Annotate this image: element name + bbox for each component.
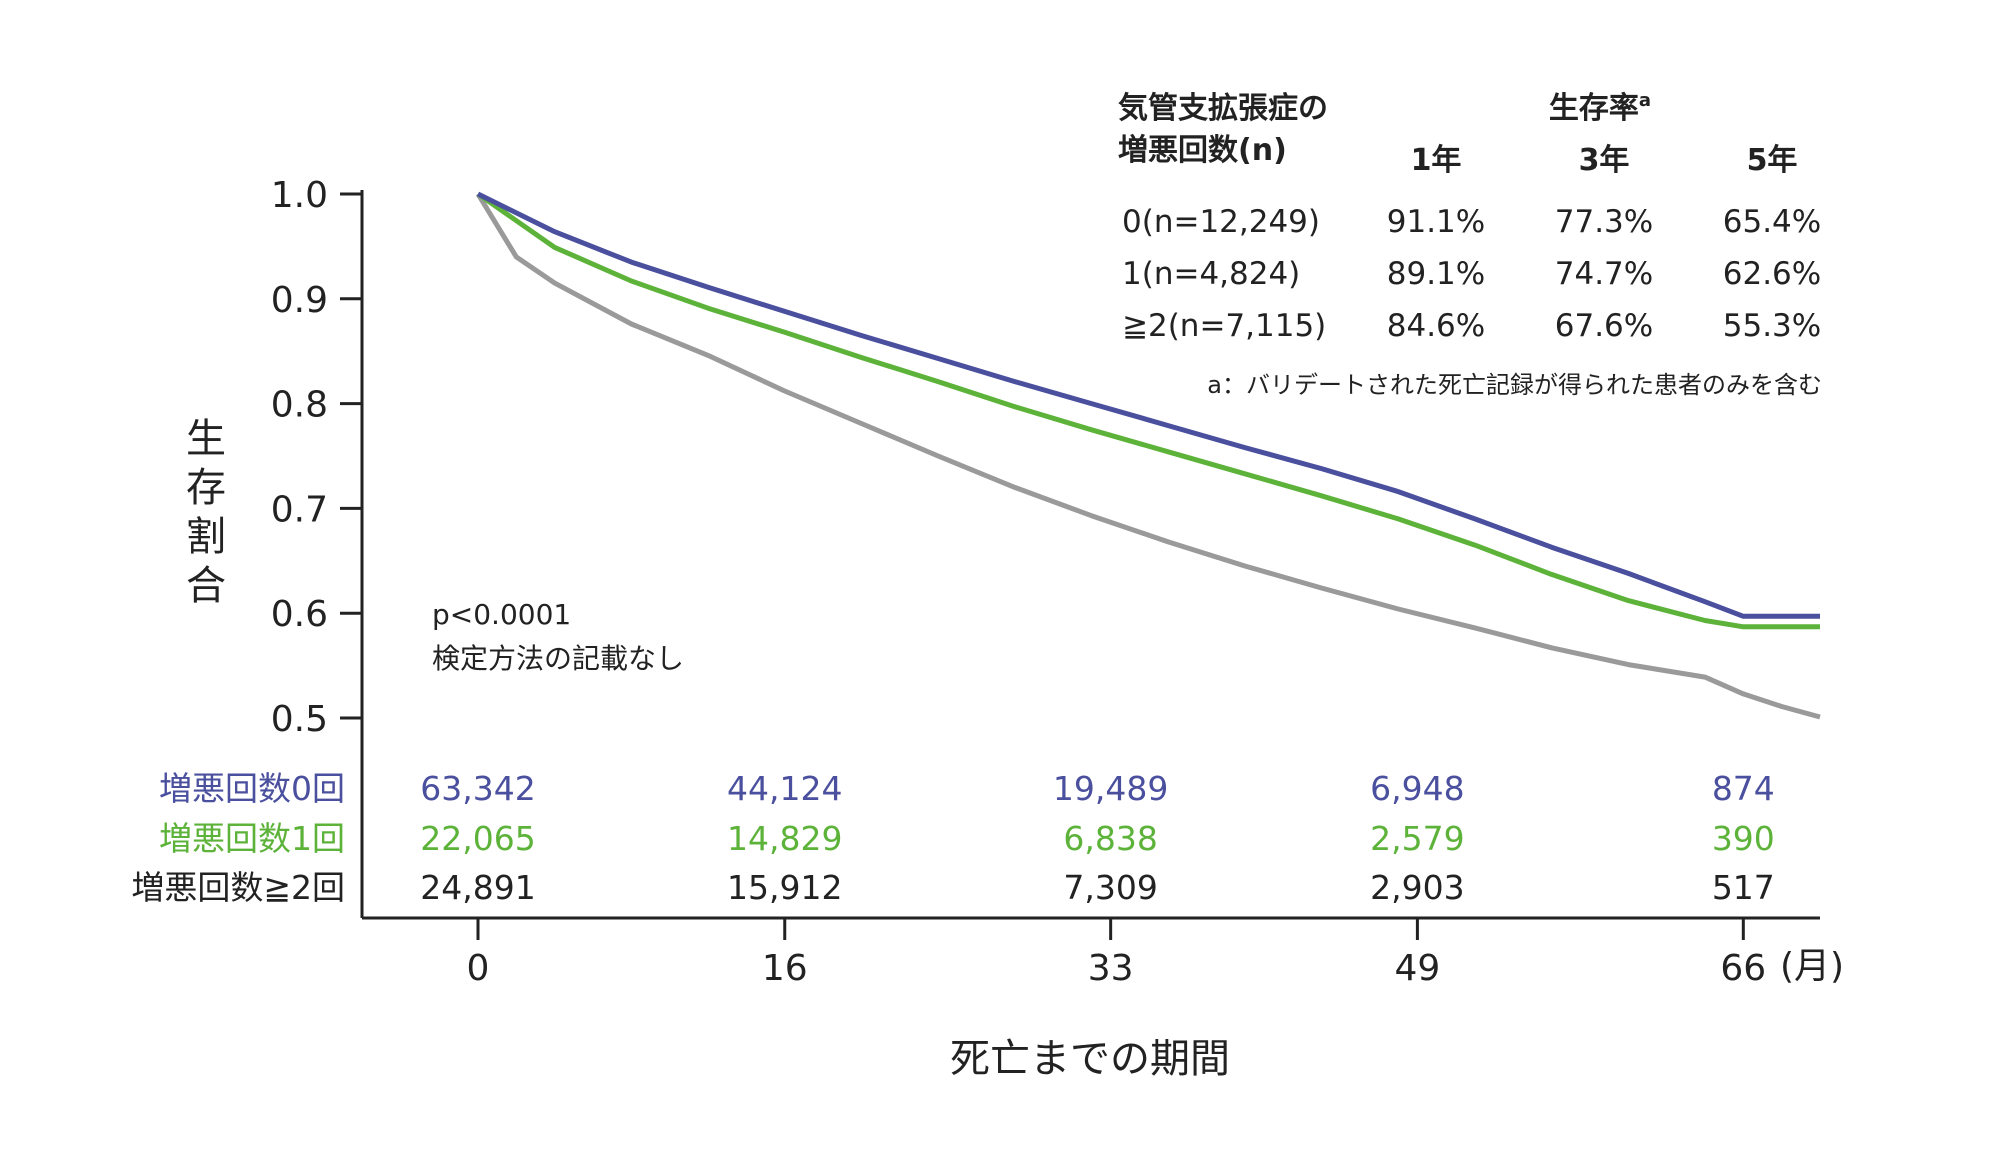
survival-header: 生存率a <box>1549 90 1651 126</box>
survival-rate-cell: 55.3% <box>1723 308 1821 344</box>
y-tick-label: 1.0 <box>271 175 328 216</box>
footnote: a：バリデートされた死亡記録が得られた患者のみを含む <box>1207 371 1822 399</box>
p-value-text: p<0.0001 <box>432 598 571 631</box>
x-tick-label: 16 <box>762 948 808 989</box>
x-tick-label: 33 <box>1088 948 1134 989</box>
survival-curves <box>475 191 1821 720</box>
survival-curve-1 <box>476 191 1820 630</box>
survival-curve-0 <box>476 191 1820 619</box>
x-axis-title: 死亡までの期間 <box>950 1036 1230 1082</box>
risk-count: 2,579 <box>1370 819 1464 858</box>
risk-count: 874 <box>1712 769 1775 808</box>
x-tick-label: 49 <box>1394 948 1440 989</box>
y-ticks: 1.0 0.9 0.8 0.7 0.6 0.5 <box>271 175 362 740</box>
survival-rate-cell: 74.7% <box>1555 256 1653 292</box>
risk-count: 19,489 <box>1053 769 1168 808</box>
col-5yr: 5年 <box>1747 143 1798 178</box>
risk-count: 7,309 <box>1063 868 1157 907</box>
survival-rate-cell: 91.1% <box>1387 204 1485 240</box>
survival-rate-cell: 67.6% <box>1555 308 1653 344</box>
y-tick-label: 0.9 <box>271 280 328 321</box>
risk-row-label: 増悪回数≧2回 <box>131 868 345 907</box>
x-ticks: 0 16 33 49 66 <box>467 918 1766 989</box>
risk-count: 15,912 <box>727 868 842 907</box>
survival-rate-cell: 77.3% <box>1555 204 1653 240</box>
risk-table: 増悪回数0回 63,342 44,124 19,489 6,948 874 増悪回数1回 22… <box>131 769 1774 907</box>
y-axis-title-char: 生 <box>186 416 226 462</box>
survival-table-rows: 0(n=12,249) 91.1% 77.3% 65.4% 1(n=4,824) 89.1… <box>1122 204 1821 344</box>
x-axis-unit: (月) <box>1780 946 1844 987</box>
x-tick-label: 66 <box>1720 948 1766 989</box>
survival-header-superscript: a <box>1639 90 1651 111</box>
risk-count: 63,342 <box>420 769 535 808</box>
survival-rate-cell: 65.4% <box>1723 204 1821 240</box>
risk-count: 517 <box>1712 868 1775 907</box>
y-tick-label: 0.5 <box>271 699 328 740</box>
y-tick-label: 0.8 <box>271 385 328 426</box>
risk-count: 2,903 <box>1370 868 1464 907</box>
x-tick-label: 0 <box>467 948 490 989</box>
survival-row-label: 0(n=12,249) <box>1122 204 1320 240</box>
y-axis-title-char: 合 <box>186 563 226 609</box>
table-header-group: 気管支拡張症の <box>1118 91 1328 126</box>
survival-rate-cell: 62.6% <box>1723 256 1821 292</box>
risk-count: 6,948 <box>1370 769 1464 808</box>
survival-rate-cell: 84.6% <box>1387 308 1485 344</box>
risk-count: 22,065 <box>420 819 535 858</box>
risk-count: 390 <box>1712 819 1775 858</box>
risk-count: 44,124 <box>727 769 842 808</box>
survival-header-label: 生存率 <box>1549 91 1639 126</box>
risk-count: 24,891 <box>420 868 535 907</box>
y-tick-label: 0.6 <box>271 594 328 635</box>
risk-count: 14,829 <box>727 819 842 858</box>
y-axis-title-char: 存 <box>186 465 226 511</box>
y-tick-label: 0.7 <box>271 489 328 530</box>
risk-count: 6,838 <box>1063 819 1157 858</box>
risk-row-label: 増悪回数1回 <box>159 819 345 858</box>
col-1yr: 1年 <box>1411 143 1462 178</box>
risk-row-label: 増悪回数0回 <box>159 769 345 808</box>
col-3yr: 3年 <box>1579 143 1630 178</box>
table-header-group-2: 増悪回数(n) <box>1118 133 1287 168</box>
test-method-note: 検定方法の記載なし <box>432 642 684 675</box>
survival-row-label: ≧2(n=7,115) <box>1122 308 1326 344</box>
survival-rate-cell: 89.1% <box>1387 256 1485 292</box>
survival-row-label: 1(n=4,824) <box>1122 256 1300 292</box>
survival-curve-2 <box>475 192 1821 720</box>
y-axis-title-char: 割 <box>186 514 226 560</box>
